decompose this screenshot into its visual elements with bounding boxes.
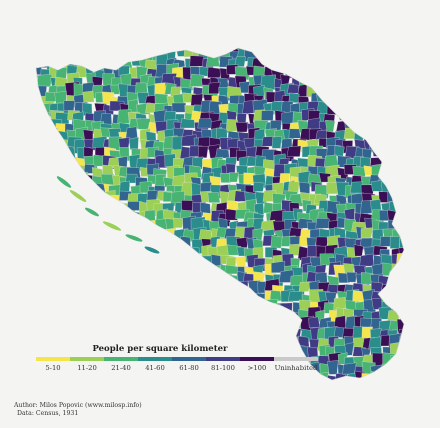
municipality-cell (125, 126, 138, 140)
municipality-cell (270, 235, 283, 249)
municipality-cell (346, 271, 358, 283)
municipality-cell (208, 82, 221, 94)
legend-swatch-5-10 (36, 357, 70, 361)
legend-label: 81-100 (211, 364, 235, 372)
municipality-cell (192, 156, 204, 170)
municipality-cell (280, 74, 291, 85)
municipality-cell (288, 291, 304, 302)
municipality-cell (353, 244, 364, 257)
municipality-cell (315, 218, 331, 229)
municipality-cell (119, 180, 130, 192)
legend-labels: 5-10 11-20 21-40 41-60 61-80 81-100 >100… (36, 364, 318, 372)
legend-swatch-11-20 (70, 357, 104, 361)
municipality-cell (234, 56, 246, 67)
municipality-cell (197, 118, 213, 129)
municipality-cell (235, 256, 246, 269)
municipality-cell (181, 200, 194, 212)
legend-label: 21-40 (111, 364, 131, 372)
municipality-cell (236, 113, 247, 123)
municipality-cell (389, 236, 401, 249)
municipality-cell (243, 172, 255, 185)
municipality-cell (207, 67, 222, 78)
legend-swatch-81-100 (206, 357, 240, 361)
municipality-cell (344, 342, 355, 356)
municipality-cell (180, 78, 194, 91)
municipality-cell (271, 260, 286, 273)
legend-label: 61-80 (179, 364, 199, 372)
municipality-cell (343, 263, 354, 274)
legend-swatch-uninhabited (274, 357, 318, 361)
municipality-cell (73, 83, 84, 96)
municipality-cell (180, 118, 195, 129)
municipality-cell (325, 120, 336, 133)
municipality-cell (326, 182, 339, 195)
municipality-cell (207, 192, 221, 203)
legend-swatch-61-80 (172, 357, 206, 361)
municipality-cell (261, 110, 274, 121)
legend-title: People per square kilometer (92, 344, 228, 354)
municipality-cell (288, 92, 300, 103)
legend-color-bar (36, 357, 318, 361)
municipality-cell (253, 182, 265, 192)
municipality-cell (271, 136, 282, 149)
municipality-cell (298, 281, 311, 292)
municipality-cell (83, 146, 94, 158)
municipality-cell (197, 146, 209, 158)
municipality-cell (327, 360, 339, 375)
municipality-cell (239, 81, 250, 94)
municipality-cell (63, 100, 75, 111)
author-credit: Author: Milos Popovic (www.milosp.info) (14, 402, 142, 409)
municipality-cell (36, 74, 53, 87)
municipality-cell (344, 208, 355, 220)
municipality-cell (110, 84, 120, 95)
islands (56, 176, 160, 254)
legend-swatch-21-40 (104, 357, 138, 361)
municipality-cell (190, 93, 203, 106)
municipality-cell (225, 208, 238, 221)
municipality-cell (371, 263, 384, 276)
municipality-cell (82, 90, 95, 103)
municipality-cell (286, 145, 302, 157)
municipality-cell (215, 148, 230, 159)
municipality-cell (253, 271, 266, 282)
municipality-cell (359, 253, 374, 267)
municipality-cell (254, 202, 265, 215)
legend-label: 41-60 (145, 364, 165, 372)
municipality-cell (171, 102, 186, 113)
municipality-cell (370, 180, 383, 192)
credits: Author: Milos Popovic (www.milosp.info) … (14, 402, 142, 418)
legend-label: Uninhabited (274, 364, 318, 372)
municipality-cell (128, 137, 139, 150)
municipality-cell (350, 181, 363, 194)
legend-label: 11-20 (77, 364, 97, 372)
municipality-cell (216, 244, 230, 256)
municipality-cell (287, 84, 300, 94)
municipality-cell (173, 217, 184, 228)
municipality-cell (323, 154, 339, 167)
legend-swatch-41-60 (138, 357, 172, 361)
municipality-cell (269, 290, 283, 301)
legend-label: >100 (247, 364, 267, 372)
municipality-cell (308, 316, 321, 328)
municipality-cell (334, 145, 345, 157)
municipality-cell (235, 122, 249, 133)
municipality-cell (288, 128, 301, 139)
data-source: Data: Census, 1931 (17, 410, 79, 417)
municipality-cell (360, 227, 374, 239)
municipality-cell (342, 362, 357, 375)
legend-label: 5-10 (45, 364, 61, 372)
legend-swatch-over-100 (240, 357, 274, 361)
municipality-cell (225, 163, 236, 174)
municipality-cell (229, 172, 239, 183)
